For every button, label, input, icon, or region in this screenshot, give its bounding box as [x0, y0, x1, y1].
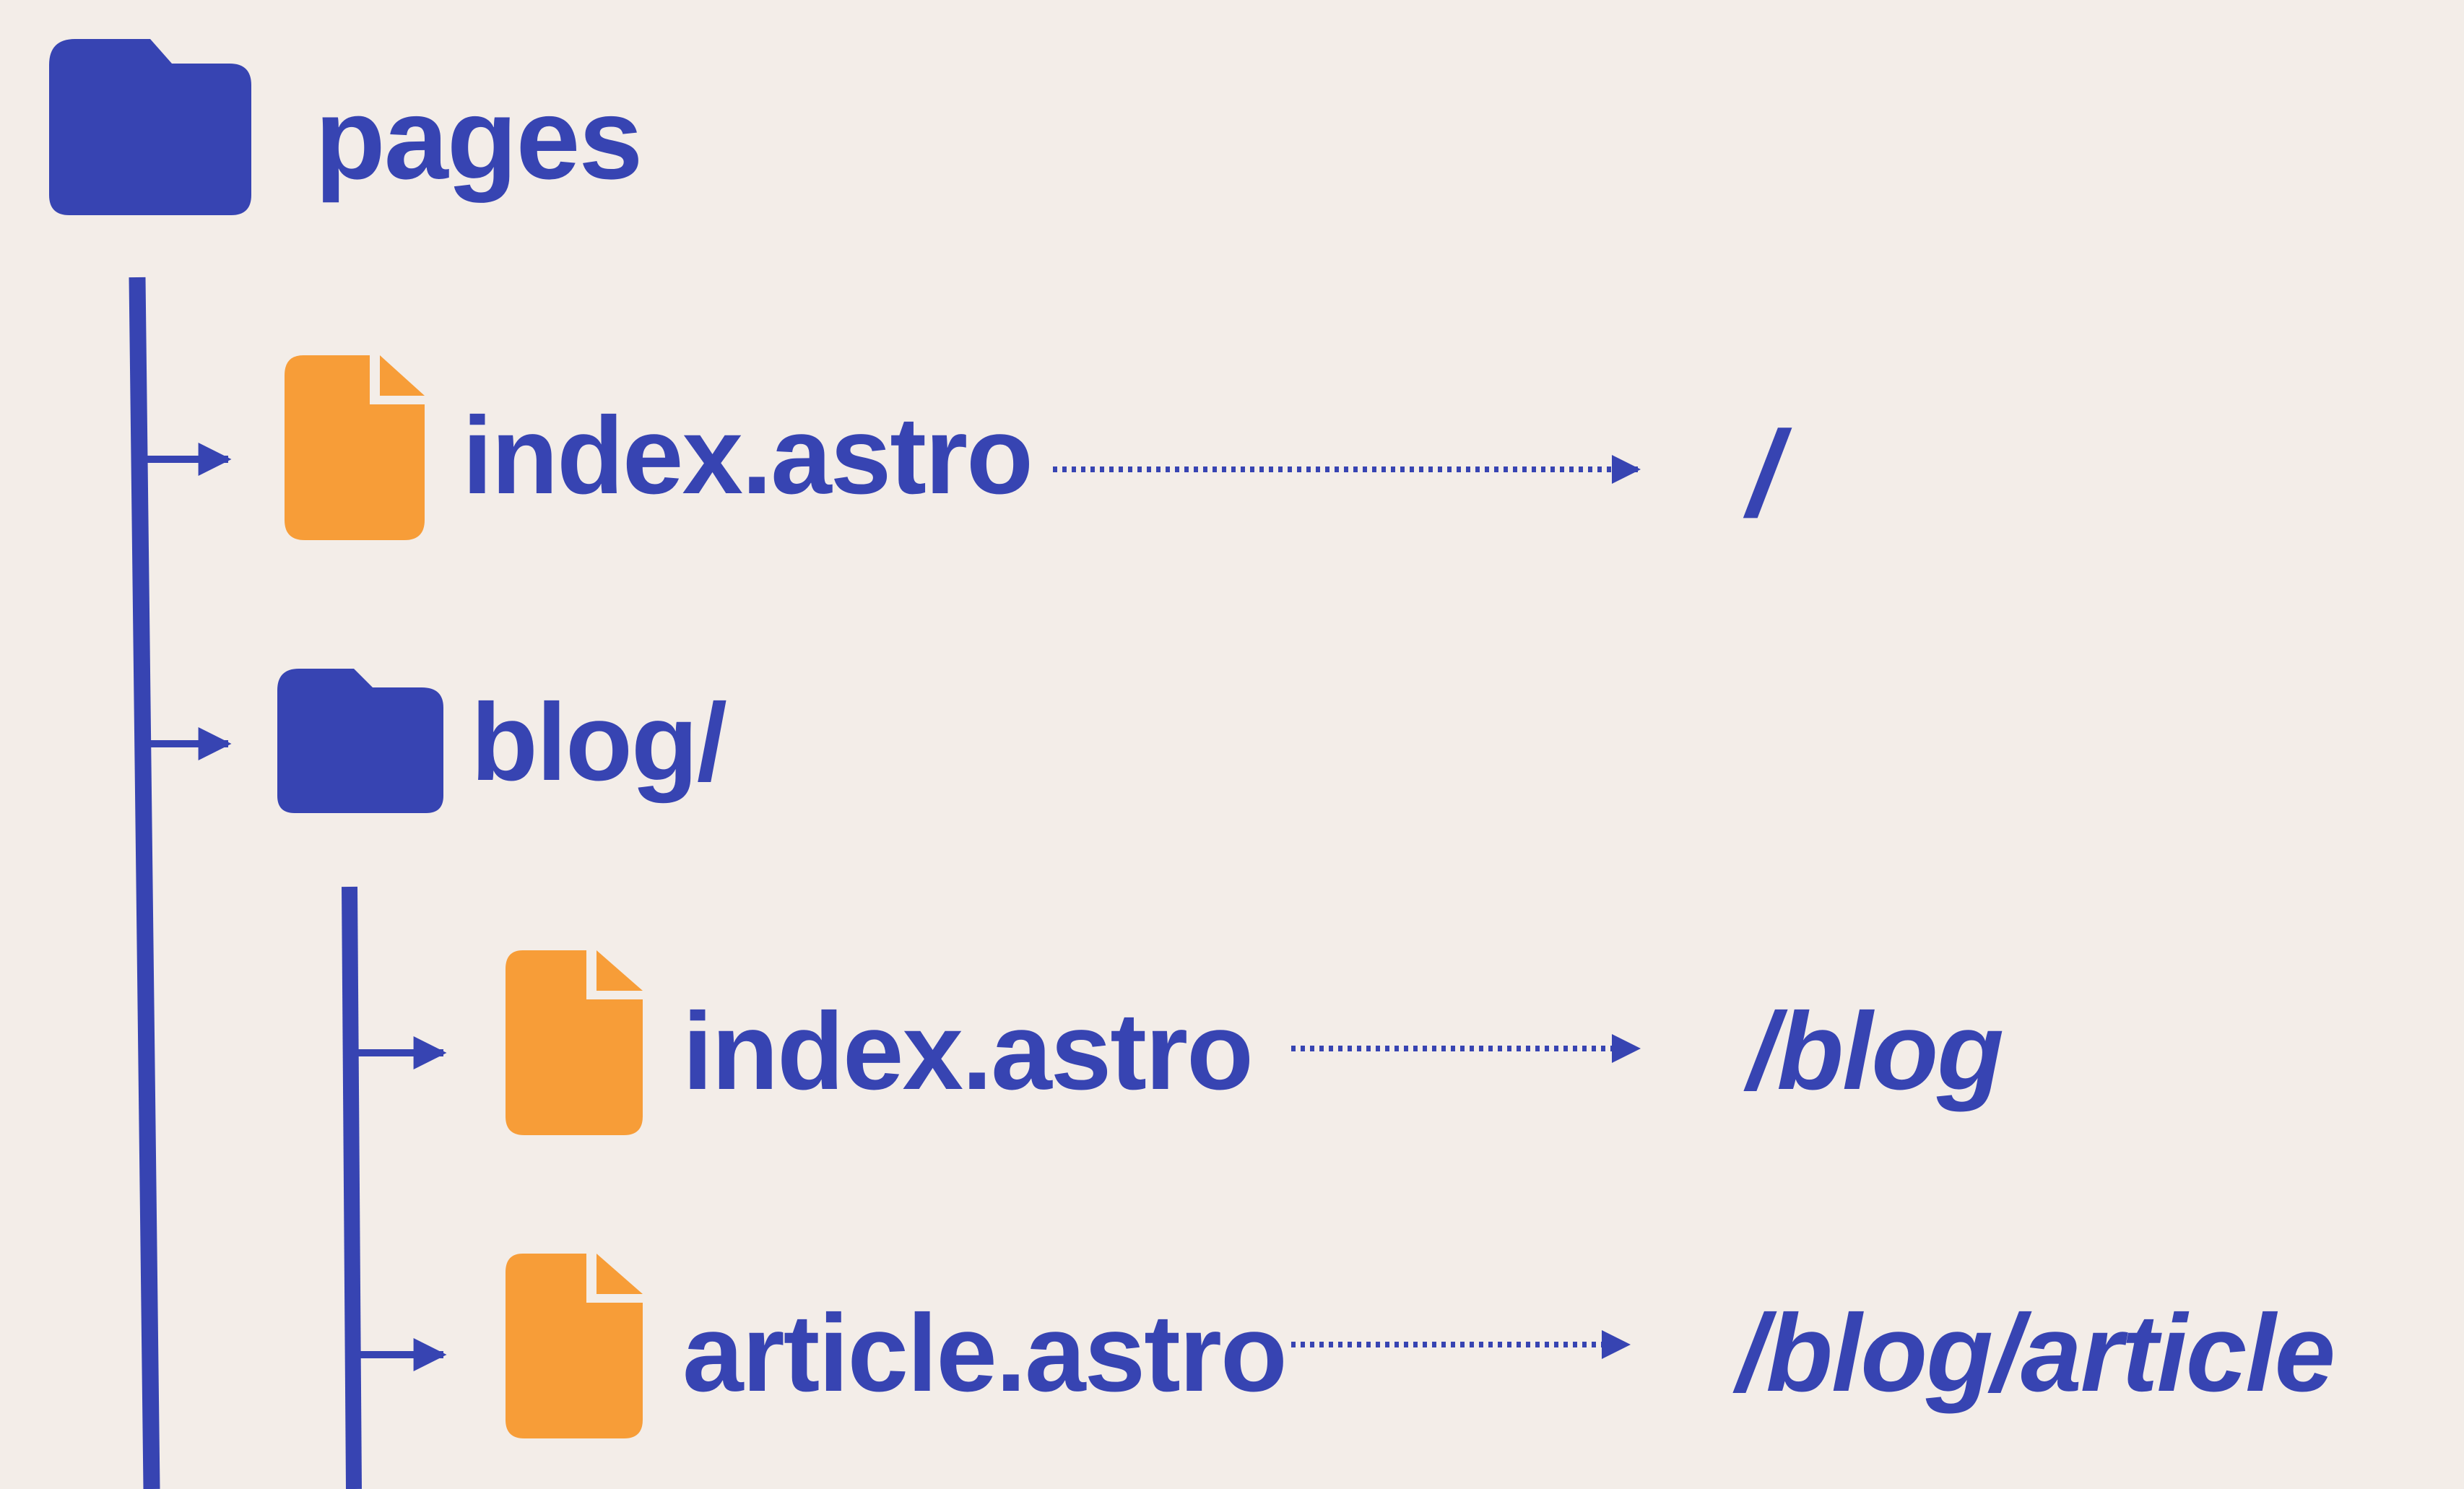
file-icon — [506, 950, 643, 1135]
file-icon — [285, 355, 425, 540]
root-folder-label: pages — [315, 74, 643, 203]
route-label: /blog — [1748, 990, 2004, 1113]
file-icon — [506, 1254, 643, 1438]
tree-trunk-line — [129, 277, 160, 1489]
file-label: index.astro — [462, 394, 1033, 517]
route-label: / — [1748, 406, 1782, 542]
folder-icon — [277, 669, 443, 813]
file-label: index.astro — [682, 990, 1254, 1113]
file-label: article.astro — [682, 1292, 1288, 1415]
tree-trunk-line — [342, 886, 362, 1489]
folder-label: blog/ — [471, 681, 727, 804]
folder-icon — [49, 39, 251, 215]
route-label: /blog/article — [1737, 1292, 2335, 1415]
